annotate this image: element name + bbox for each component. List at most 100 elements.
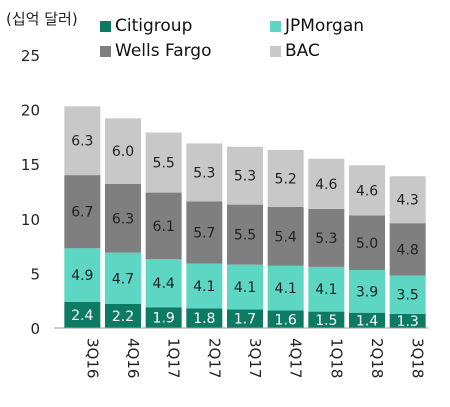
x-tick-label: 2Q17	[205, 338, 223, 378]
bar-segment	[349, 215, 385, 271]
unit-label: (십억 달러)	[6, 10, 78, 28]
x-tick-label: 2Q18	[368, 338, 386, 378]
data-label: 5.5	[153, 156, 175, 172]
data-label: 1.3	[397, 314, 419, 330]
bar-segment	[389, 275, 426, 314]
legend-label: JPMorgan	[285, 16, 365, 36]
data-label: 5.7	[193, 225, 215, 241]
x-tick-label: 3Q18	[409, 338, 427, 378]
bar-segment	[349, 165, 385, 216]
bar-segment	[105, 183, 141, 253]
legend-item-bac: BAC	[270, 41, 320, 61]
data-label: 5.3	[315, 231, 337, 247]
data-label: 1.7	[234, 312, 256, 328]
data-label: 4.1	[234, 280, 256, 296]
bar-segment	[105, 118, 141, 184]
x-tick-label: 4Q17	[287, 338, 305, 378]
data-label: 6.1	[153, 219, 175, 235]
data-label: 2.2	[112, 309, 134, 325]
bar-segment	[105, 252, 141, 304]
data-label: 1.4	[356, 313, 378, 329]
bar-segment	[105, 303, 141, 328]
bar-segment	[267, 310, 304, 328]
legend-swatch	[270, 45, 281, 57]
bar-segment	[64, 248, 101, 302]
data-label: 4.4	[153, 276, 175, 292]
bar-segment	[349, 270, 385, 313]
bar-segment	[308, 266, 345, 312]
legend-swatch	[100, 45, 111, 57]
bar-segment	[186, 143, 223, 202]
legend-label: Citigroup	[115, 16, 193, 36]
y-tick-label: 5	[30, 265, 40, 283]
bar-segment	[186, 201, 223, 264]
data-label: 3.9	[356, 284, 378, 300]
x-tick-label: 3Q17	[246, 338, 264, 378]
bar-segment	[267, 150, 304, 207]
data-label: 4.8	[397, 242, 419, 258]
x-tick-label: 1Q18	[327, 338, 345, 378]
bar-segment	[64, 301, 101, 328]
data-label: 3.5	[397, 288, 419, 304]
bar-segment	[389, 313, 426, 328]
data-label: 5.0	[356, 236, 378, 252]
bar-segment	[308, 208, 345, 267]
x-tick-label: 1Q17	[165, 338, 183, 378]
legend-item-wells-fargo: Wells Fargo	[100, 41, 212, 61]
data-label: 1.9	[153, 311, 175, 327]
bar-segment	[308, 311, 345, 328]
data-label: 5.5	[234, 228, 256, 244]
data-label: 1.8	[193, 311, 215, 327]
data-label: 4.6	[356, 183, 378, 199]
data-label: 4.3	[397, 193, 419, 209]
data-label: 5.3	[193, 165, 215, 181]
data-label: 6.7	[71, 205, 93, 221]
legend-swatch	[270, 20, 281, 32]
data-label: 4.1	[315, 282, 337, 298]
bar-segment	[145, 192, 182, 260]
bar-segment	[227, 309, 263, 328]
bar-segment	[64, 106, 101, 176]
y-tick-label: 25	[21, 47, 40, 65]
bar-segment	[389, 223, 426, 276]
legend-swatch	[100, 20, 111, 32]
data-label: 6.3	[112, 211, 134, 227]
bar-segment	[227, 204, 263, 265]
data-label: 5.3	[234, 169, 256, 185]
bar-segment	[349, 312, 385, 328]
bar-segment	[145, 307, 182, 328]
bar-segment	[145, 259, 182, 308]
bar-segment	[145, 132, 182, 193]
bar-segment	[267, 206, 304, 266]
y-tick-label: 0	[30, 320, 40, 338]
legend-label: BAC	[285, 41, 320, 61]
x-tick-label: 4Q16	[124, 338, 142, 378]
data-label: 1.5	[315, 313, 337, 329]
data-label: 4.9	[71, 268, 93, 284]
bar-segment	[227, 264, 263, 310]
legend: Citigroup JPMorgan Wells Fargo BAC	[100, 16, 400, 66]
data-label: 4.6	[315, 177, 337, 193]
x-tick-label: 3Q16	[83, 338, 101, 378]
data-label: 6.0	[112, 144, 134, 160]
data-label: 5.2	[275, 171, 297, 187]
data-label: 4.1	[275, 281, 297, 297]
data-label: 2.4	[71, 308, 93, 324]
data-label: 4.7	[112, 271, 134, 287]
data-label: 5.4	[275, 229, 297, 245]
bar-segment	[267, 265, 304, 311]
y-tick-label: 15	[21, 156, 40, 174]
legend-item-jpmorgan: JPMorgan	[270, 16, 364, 36]
bar-segment	[308, 158, 345, 209]
bar-segment	[227, 146, 263, 205]
legend-label: Wells Fargo	[115, 41, 212, 61]
bar-segment	[389, 176, 426, 224]
bar-segment	[186, 308, 223, 328]
data-label: 1.6	[275, 312, 297, 328]
y-tick-label: 10	[21, 211, 40, 229]
legend-item-citigroup: Citigroup	[100, 16, 192, 36]
bar-segment	[186, 263, 223, 309]
bar-segment	[64, 175, 101, 249]
data-label: 6.3	[71, 134, 93, 150]
